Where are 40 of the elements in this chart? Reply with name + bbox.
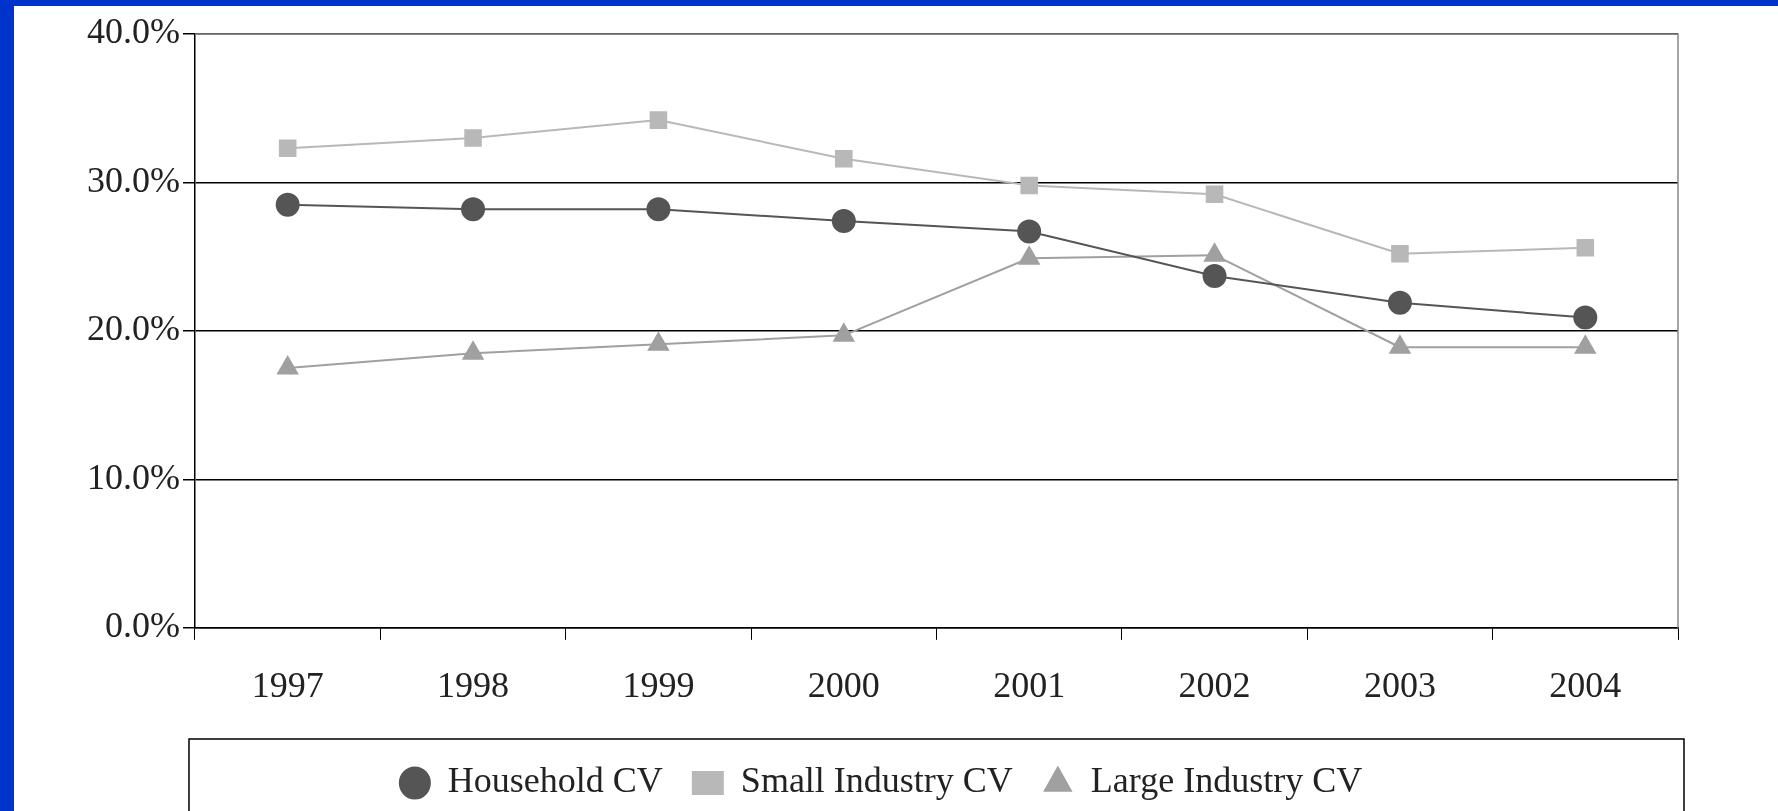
point (1573, 305, 1598, 330)
point (1574, 335, 1596, 354)
y-tick-label: 40.0% (86, 11, 180, 52)
point (1205, 185, 1224, 204)
point (1204, 243, 1226, 262)
point (1576, 238, 1595, 257)
x-tick-label: 2001 (993, 664, 1066, 705)
point (835, 149, 853, 168)
point (275, 192, 300, 217)
x-tick-label: 2000 (807, 664, 880, 705)
point (464, 129, 482, 147)
x-tick-label: 1997 (251, 664, 324, 705)
point (831, 209, 856, 234)
point (278, 139, 297, 158)
x-tick-label: 2004 (1549, 664, 1622, 705)
x-tick-label: 2002 (1178, 664, 1251, 705)
point (1018, 246, 1040, 265)
x-tick-label: 2003 (1363, 664, 1436, 705)
point (461, 197, 486, 222)
y-tick-label: 30.0% (86, 159, 180, 200)
point (462, 341, 484, 360)
point (647, 332, 669, 351)
point (1017, 219, 1042, 244)
point (646, 197, 671, 222)
point (833, 323, 855, 342)
point (1020, 176, 1038, 195)
legend-label: Large Industry CV (1090, 760, 1363, 801)
y-tick-label: 20.0% (86, 308, 180, 349)
point (1202, 263, 1227, 288)
x-tick-label: 1999 (622, 664, 695, 705)
point (1391, 244, 1409, 263)
y-tick-label: 0.0% (104, 605, 180, 646)
legend-label: Household CV (447, 760, 663, 801)
x-tick-label: 1998 (437, 664, 510, 705)
point (277, 356, 299, 375)
y-tick-label: 10.0% (86, 456, 180, 497)
point (1389, 335, 1411, 354)
legend-label: Small Industry CV (740, 760, 1013, 801)
point (1387, 290, 1412, 315)
point (649, 111, 668, 129)
